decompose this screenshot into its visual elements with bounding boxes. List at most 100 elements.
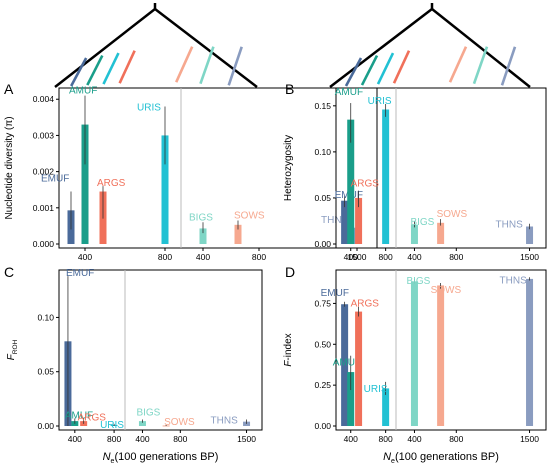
x-tick-label: 800: [173, 434, 187, 444]
bar-thns: [526, 226, 534, 244]
bar-bigs: [410, 281, 418, 426]
bar-label-emuf: EMUF: [321, 288, 349, 299]
panel-c: C 0.00 0.05 0.10 FROH 400 800 400 800 1500 EMUF AMU…: [4, 264, 263, 465]
x-tick-label: 400: [196, 252, 210, 262]
plot-frame: [335, 87, 547, 249]
bar-label-sows: SOWS: [437, 209, 468, 220]
x-tick-label: 400: [68, 434, 82, 444]
y-tick-label: 0.05: [314, 193, 331, 203]
x-tick-label: 800: [449, 252, 463, 262]
x-tick-label: 400: [407, 252, 421, 262]
x-axis-label: Ne(100 generations BP): [383, 451, 499, 465]
tree-branch-thns: [500, 46, 517, 86]
x-tick-label: 400: [344, 252, 358, 262]
y-label-main: F: [6, 353, 17, 360]
x-tick-label: 800: [107, 434, 121, 444]
bar-label-thns: THNS: [211, 415, 239, 426]
bar-label-sows: SOWS: [234, 210, 265, 221]
plot-frame: [58, 87, 378, 249]
x-tick-label: 800: [379, 434, 393, 444]
bar-label-amuf: AMUF: [335, 87, 363, 98]
x-tick-label: 800: [158, 252, 172, 262]
tree-branch-args: [392, 50, 411, 84]
x-tick-label: 400: [135, 434, 149, 444]
y-tick-label: 0.05: [37, 367, 54, 377]
y-tick-label: 0.002: [33, 167, 55, 177]
y-tick-label: 0.004: [33, 94, 55, 104]
x-tick-label: 1500: [520, 434, 539, 444]
bar-label-uris: URIS: [364, 384, 388, 395]
x-tick-label: 400: [344, 434, 358, 444]
tree-branch-sows: [175, 46, 194, 83]
bar-bigs: [410, 224, 418, 244]
y-tick-label: 0.75: [314, 298, 331, 308]
panel-letter: A: [4, 81, 14, 97]
x-tick-label: 1500: [520, 252, 539, 262]
bar-label-emuf: EMUF: [66, 268, 94, 279]
bar-bigs: [199, 228, 207, 244]
tree-branch-thns: [227, 46, 243, 86]
plot-frame: [58, 269, 263, 431]
bar-args: [355, 311, 363, 426]
tree-left-branch: [329, 8, 433, 88]
panel-letter: D: [285, 264, 295, 280]
tree-branch-args: [118, 50, 136, 84]
tree-branch-sows: [448, 46, 468, 83]
x-tick-label: 400: [407, 434, 421, 444]
y-tick-label: 0.001: [33, 203, 55, 213]
x-tick-label: 400: [78, 252, 92, 262]
y-label-sub: ROH: [12, 339, 19, 354]
bar-label-emuf: EMUF: [41, 174, 69, 185]
bar-label-thns: THNS: [496, 220, 524, 231]
x-label-rest: (100 generations BP): [395, 451, 499, 463]
bar-sows: [234, 224, 242, 244]
bar-emuf: [341, 200, 349, 244]
bar-emuf: [341, 304, 349, 426]
y-axis-label: Heterozygosity: [283, 135, 294, 201]
bar-amuf: [347, 372, 355, 426]
bar-label-uris: URIS: [137, 102, 161, 113]
panel-b: B 0.00 0.05 0.10 0.15 Heterozygosity 400 800 400…: [283, 81, 547, 262]
bar-label-bigs: BIGS: [136, 407, 160, 418]
x-label-sub: e: [111, 458, 115, 465]
y-tick-label: 0.00: [314, 421, 331, 431]
bar-label-thns: THNS: [321, 215, 349, 226]
bar-label-sows: SOWS: [164, 417, 195, 428]
x-tick-label: 1500: [237, 434, 256, 444]
tree-branch-uris: [102, 52, 120, 85]
y-tick-label: 0.10: [314, 147, 331, 157]
bar-uris: [382, 109, 390, 245]
bar-label-sows: SOWS: [431, 285, 462, 296]
x-label-main: N: [383, 451, 391, 463]
y-tick-label: 0.25: [314, 380, 331, 390]
phylogenetic-trees: [54, 3, 531, 88]
tree-right-branch: [154, 8, 258, 88]
y-tick-label: 0.000: [33, 239, 55, 249]
bar-label-args: ARGS: [78, 412, 107, 423]
y-label-main: F: [283, 360, 294, 367]
tree-branch-emuf: [70, 57, 88, 87]
bar-label-args: ARGS: [351, 179, 380, 190]
tree-branch-amuf: [86, 54, 104, 86]
panel-letter: B: [285, 81, 294, 97]
bar-label-amuf: AMUF: [333, 358, 361, 369]
y-tick-label: 0.10: [37, 312, 54, 322]
y-axis-label: Nucleotide diversity (π): [4, 116, 15, 219]
bar-label-bigs: BIGS: [406, 276, 430, 287]
y-tick-label: 0.00: [314, 239, 331, 249]
tree-branch-emuf: [344, 57, 363, 87]
y-label-rest: -index: [283, 333, 294, 360]
y-tick-label: 0.50: [314, 339, 331, 349]
plot-frame: [335, 269, 547, 431]
y-tick-label: 0.00: [37, 421, 54, 431]
bar-label-args: ARGS: [351, 299, 380, 310]
chart-panels: A 0.000 0.001 0.002 0.003 0.004 Nucleotide div…: [4, 81, 547, 465]
bar-label-uris: URIS: [368, 96, 392, 107]
x-axis-label: Ne(100 generations BP): [103, 451, 219, 465]
tree-branch-bigs: [472, 46, 489, 85]
tree-right-branch: [431, 8, 531, 88]
bar-args: [355, 197, 363, 244]
tree-branch-bigs: [199, 46, 215, 85]
bar-label-bigs: BIGS: [189, 212, 213, 223]
